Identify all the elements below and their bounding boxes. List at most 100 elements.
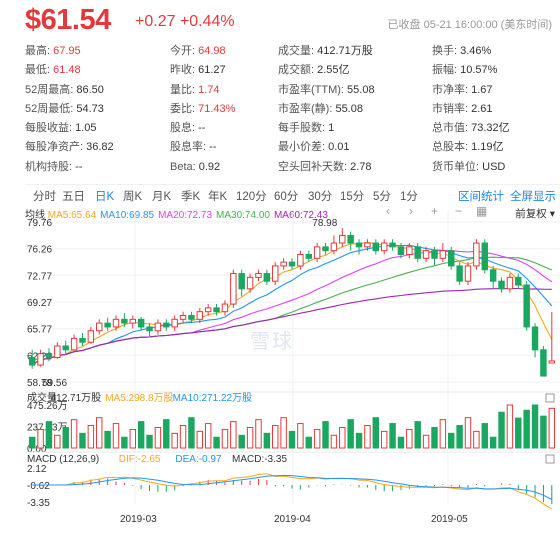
volume-bar [464,417,472,449]
stat-row: 52周最低: 54.73 委比: 71.43% 市盈率(静): 55.08 市销率: … [25,100,555,119]
candle-body [355,242,363,248]
ma-legend: 均线 MA5:65.64 MA10:69.85 MA20:72.73 MA30:74.… [25,206,332,221]
stat-value: USD [479,160,506,173]
tab-period[interactable]: 季K [181,191,201,203]
zoom-in-icon[interactable]: + [431,204,439,218]
stat-label: 成交量: [278,45,315,57]
candle-body [422,250,430,259]
stat-label: 成交额: [278,64,315,77]
candle-body [112,318,120,328]
chart-period-tabs: 分时 五日 日K 周K 月K 季K 年K 120分 60分 30分 15分 5分 1分 区间统计 全屏显示 [25,184,560,204]
tab-period[interactable]: 120分 [236,191,267,203]
volume-bar [230,421,237,449]
tab-period[interactable]: 五日 [62,191,85,203]
candle-body [246,276,254,290]
macd-tick-label: -0.62 [27,481,50,492]
stat-label: 机构持股: [25,160,73,173]
candle-body [221,303,229,313]
candle-body [163,322,170,328]
candle-body [380,242,388,252]
tab-period[interactable]: 日K [95,191,115,203]
tab-period[interactable]: 年K [208,191,228,203]
stat-value: 0.92 [195,160,221,173]
tab-period[interactable]: 周K [123,191,143,203]
tab-period[interactable]: 分时 [33,191,56,203]
volume-bar [87,425,95,449]
stat-cell: 最低: 61.48 [25,61,81,80]
legend-item: MA30:74.00 [216,210,270,221]
candle-body [204,307,212,313]
tab-period[interactable]: 5分 [373,191,391,203]
stat-label: 股息: [170,122,196,135]
candle-body [456,265,463,282]
stat-row: 每股收益: 1.05 股息: -- 每手股数: 1 总市值: 73.32亿 [25,119,555,138]
candle-body [146,326,153,332]
volume-bar [347,419,354,449]
stat-value: 64.98 [195,45,226,57]
settings-icon[interactable]: ▦ [476,204,488,218]
stat-row: 最高: 67.95 今开: 64.98 成交量: 412.71万股 换手: 3.46% [25,42,555,61]
volume-bar [548,407,556,449]
candle-body [263,273,271,282]
rehab-selector[interactable]: 前复权 ▾ [515,208,555,220]
stat-cell: 市销率: 2.61 [432,100,493,119]
candle-body [347,234,354,244]
volume-bar [79,432,86,449]
tab-period[interactable]: 1分 [400,191,418,203]
pan-right-icon[interactable]: › [409,204,413,218]
stat-cell: 最高: 67.95 [25,42,81,61]
stat-value: 2.78 [347,160,372,173]
stat-cell: 成交额: 2.55亿 [278,61,350,80]
stat-label: 今开: [170,45,196,57]
candle-body [213,307,220,313]
candle-body [87,330,95,343]
tab-period[interactable]: 60分 [274,191,299,203]
volume-bar [246,426,254,449]
volume-bar [238,434,245,449]
candle-body [439,250,447,259]
legend-item: DEA:-0.97 [175,454,222,465]
stat-row: 最低: 61.48 昨收: 61.27 成交额: 2.55亿 振幅: 10.57% [25,61,555,80]
stat-cell: 机构持股: -- [25,158,82,177]
stat-value: 1.74 [195,83,220,96]
tab-period[interactable]: 30分 [308,191,333,203]
candle-body [330,242,338,252]
candle-body [96,322,103,332]
macd-tick-label: -3.35 [27,498,50,509]
stat-row: 机构持股: -- Beta: 0.92 空头回补天数: 2.78 货币单位: USD [25,158,555,177]
stat-label: 每股收益: [25,122,73,135]
stat-cell: 市净率: 1.67 [432,81,493,100]
stat-cell: 每股净资产: 36.82 [25,138,114,157]
volume-bar [406,428,413,449]
volume-bar [355,432,363,449]
volume-bar [96,417,103,449]
stat-cell: 市盈率(TTM): 55.08 [278,81,375,100]
stat-label: 市盈率(TTM): [278,83,344,96]
tab-period[interactable]: 月K [152,191,172,203]
volume-bar [380,430,388,449]
candle-body [255,273,262,278]
candle-body [137,318,145,328]
volume-bar [280,417,287,449]
candle-body [179,314,187,320]
candle-body [540,349,547,377]
stat-value: 55.08 [332,102,363,115]
panel-settings-icon [545,454,555,464]
stat-label: 货币单位: [432,160,480,173]
macd-legend: MACD (12,26,9) [27,454,99,465]
stat-label: 每手股数: [278,122,326,135]
tab-period[interactable]: 15分 [340,191,365,203]
volume-bar [28,436,36,449]
stat-label: 振幅: [432,64,458,77]
candle-body [473,242,480,267]
stat-cell: 成交量: 412.71万股 [278,42,373,61]
volume-bar [322,421,329,449]
candle-body [104,322,111,328]
volume-bar [70,419,78,449]
fullscreen-link[interactable]: 全屏显示 [510,191,556,203]
zoom-out-icon[interactable]: − [455,204,463,218]
range-stats-link[interactable]: 区间统计 [458,191,504,203]
pan-left-icon[interactable]: ‹ [386,204,390,218]
stat-cell: 货币单位: USD [432,158,505,177]
